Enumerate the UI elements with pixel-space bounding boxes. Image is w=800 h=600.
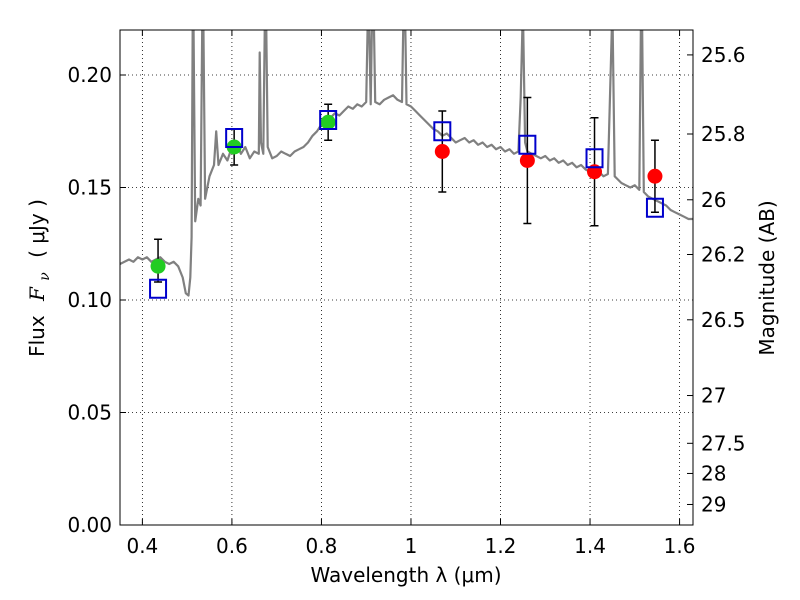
x-tick-label: 1.2 [485, 534, 517, 558]
y-axis-title: Flux F ν ( μJy ) [25, 199, 54, 357]
data-point [150, 258, 166, 274]
y-tick-label: 0.15 [67, 176, 112, 200]
model-photometry-point [645, 197, 664, 218]
y2-tick-label: 26.5 [701, 308, 746, 332]
x-tick-label: 0.8 [306, 534, 338, 558]
data-point [519, 153, 535, 168]
y2-tick-label: 25.6 [701, 43, 746, 67]
y-tick-label: 0.05 [67, 401, 112, 425]
x-axis-title: Wavelength λ (μm) [310, 563, 501, 587]
y2-tick-label: 27.5 [701, 431, 746, 455]
y-axis-title-subscript: ν [37, 272, 53, 281]
data-point [434, 144, 450, 159]
plot-frame [119, 29, 694, 526]
x-tick-label: 0.4 [126, 534, 158, 558]
model-photometry-point [518, 134, 537, 155]
svg-text:Flux F ν ( μ: Flux F ν ( μJy ) [25, 199, 54, 357]
model-photometry-point [149, 278, 168, 299]
y-tick-label: 0.20 [67, 63, 112, 87]
y2-tick-label: 27 [701, 384, 726, 408]
data-point [647, 168, 663, 184]
y2-tick-label: 26.2 [701, 242, 746, 266]
model-photometry-point [319, 110, 338, 130]
model-photometry-point [225, 128, 244, 148]
y-axis-title-symbol: F [25, 286, 49, 302]
y-tick-label: 0.00 [67, 513, 112, 537]
y-axis-title-prefix: Flux [25, 315, 49, 357]
model-photometry-point [585, 148, 604, 169]
y2-tick-label: 29 [701, 492, 726, 516]
x-tick-label: 0.6 [216, 534, 248, 558]
x-tick-label: 1 [405, 534, 418, 558]
grid [120, 30, 693, 526]
model-photometry-point [433, 121, 452, 142]
x-tick-label: 1.4 [574, 534, 606, 558]
y2-tick-label: 25.8 [701, 122, 746, 146]
data-point [320, 114, 336, 130]
x-tick-label: 1.6 [664, 534, 696, 558]
y-tick-label: 0.10 [67, 288, 112, 312]
y2-axis-title: Magnitude (AB) [755, 200, 779, 355]
data-markers [149, 110, 664, 299]
y-axis-title-units: ( μJy ) [25, 199, 49, 258]
y2-tick-label: 26 [701, 188, 726, 212]
axis-ticks: 0.4 0.6 0.8 1 1.2 1.4 1.6 0.00 0.05 0.10 0.15 0.20 2… [67, 30, 746, 558]
y2-tick-label: 28 [701, 461, 726, 485]
